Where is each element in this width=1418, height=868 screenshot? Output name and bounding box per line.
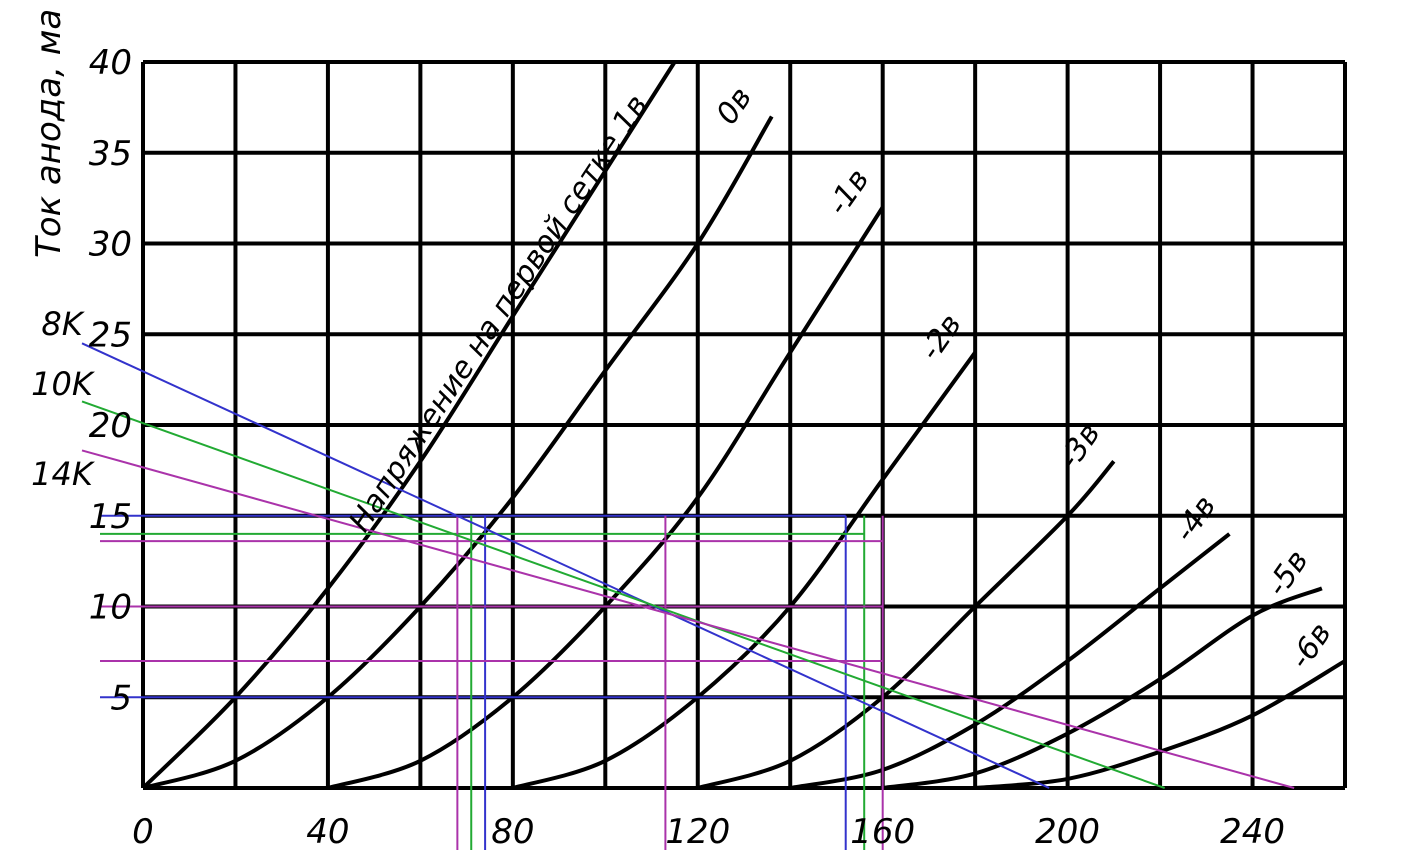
curve-label: -1в (821, 163, 877, 222)
y-axis-label: Ток анода, ма (29, 9, 69, 258)
load-annotation: 14K (31, 455, 96, 493)
y-tick-label: 10 (89, 588, 132, 628)
x-tick-label: 120 (665, 812, 730, 852)
load-line (81, 342, 1050, 789)
curve-label: -2в (913, 308, 969, 367)
y-tick-label: 20 (89, 406, 132, 446)
x-tick-label: 160 (850, 812, 915, 852)
curve-label: -6в (1283, 616, 1339, 675)
y-tick-label: 40 (89, 43, 132, 83)
curve-label: -4в (1167, 489, 1223, 548)
load-annotation: 8K (41, 305, 85, 343)
x-tick-label: 0 (132, 812, 154, 852)
curve-line (789, 532, 1231, 790)
y-tick-label: 15 (89, 497, 132, 537)
chart-labels: 0 40 80 120 160 200 240 5 10 15 20 25 30 35 40 Напряжен… (31, 43, 1339, 852)
chart-guide-lines (100, 514, 884, 850)
x-tick-label: 40 (306, 812, 349, 852)
curve-line (697, 460, 1116, 790)
chart-load-lines (81, 342, 1295, 789)
load-line (81, 449, 1295, 789)
y-tick-label: 25 (89, 315, 132, 355)
curve-line (327, 206, 885, 790)
load-line (81, 400, 1166, 789)
y-tick-label: 30 (89, 225, 132, 265)
curve-line (882, 586, 1323, 790)
y-tick-label: 35 (89, 134, 132, 174)
x-tick-label: 200 (1035, 812, 1100, 852)
load-annotation: 10K (31, 365, 96, 403)
x-tick-label: 240 (1220, 812, 1285, 852)
curve-line (142, 115, 774, 790)
curve-label: 0в (710, 81, 760, 131)
x-tick-label: 80 (491, 812, 534, 852)
curve-line (512, 351, 977, 790)
curve-label: Напряжение на первой сетке 1в (342, 89, 655, 539)
y-tick-label: 5 (110, 678, 132, 718)
